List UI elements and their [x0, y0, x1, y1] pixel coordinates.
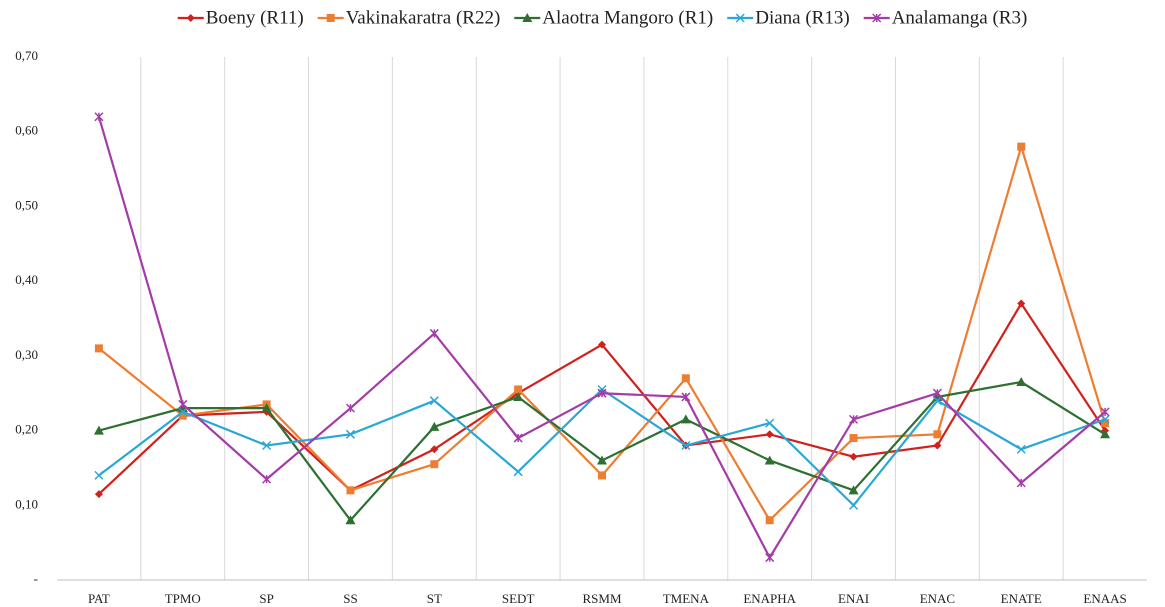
x-tick-label: TMENA	[663, 591, 710, 606]
legend-label: Boeny (R11)	[206, 7, 304, 28]
marker	[178, 411, 187, 420]
marker	[765, 418, 775, 428]
x-tick-label: ST	[427, 591, 442, 606]
marker	[932, 388, 942, 398]
marker	[933, 430, 942, 439]
marker	[1017, 142, 1026, 151]
marker	[597, 455, 607, 465]
marker	[1100, 407, 1110, 417]
marker	[933, 441, 942, 450]
marker	[513, 391, 524, 401]
marker	[1016, 377, 1027, 387]
marker	[848, 485, 859, 495]
marker	[849, 500, 859, 510]
y-tick-label: 0,30	[15, 347, 38, 362]
legend-label: Analamanga (R3)	[892, 7, 1028, 28]
marker	[429, 396, 439, 406]
y-tick-label: 0,20	[15, 422, 38, 437]
marker	[430, 445, 439, 454]
y-tick-label: 0,60	[15, 123, 38, 138]
marker	[94, 112, 104, 122]
marker	[345, 403, 355, 413]
x-tick-label: SS	[343, 591, 357, 606]
series-line	[97, 116, 1106, 560]
marker	[345, 515, 356, 525]
marker	[514, 385, 523, 394]
legend-item: Diana (R13)	[727, 7, 850, 28]
marker	[1101, 419, 1110, 428]
marker	[1016, 444, 1026, 454]
y-tick-label: 0,70	[15, 48, 38, 63]
marker	[849, 452, 858, 461]
x-tick-label: ENAC	[920, 591, 955, 606]
y-tick-label: 0,50	[15, 197, 38, 212]
marker	[681, 392, 691, 402]
marker	[178, 399, 188, 409]
marker	[932, 396, 942, 406]
marker	[1016, 478, 1026, 488]
marker	[735, 13, 745, 23]
marker	[93, 425, 104, 435]
legend-label: Diana (R13)	[755, 7, 849, 28]
marker	[345, 429, 355, 439]
marker	[513, 433, 523, 443]
marker	[94, 344, 103, 353]
marker	[1017, 299, 1026, 308]
marker	[94, 490, 103, 499]
marker	[681, 440, 691, 451]
marker	[429, 421, 440, 431]
legend-item: Boeny (R11)	[177, 7, 304, 28]
legend-item: Alaotra Mangoro (R1)	[514, 7, 713, 28]
x-tick-label: PAT	[88, 591, 110, 606]
marker	[598, 340, 606, 349]
marker	[186, 14, 195, 22]
marker	[178, 407, 188, 417]
x-tick-label: ENAPHA	[743, 591, 796, 606]
marker	[1100, 429, 1111, 439]
marker	[326, 14, 335, 22]
marker	[681, 374, 690, 383]
y-tick-label: 0,10	[15, 496, 38, 511]
series-line	[98, 380, 1106, 522]
x-tick-label: SP	[259, 591, 273, 606]
marker	[262, 474, 272, 484]
marker	[513, 467, 523, 477]
x-tick-label: TPMO	[165, 591, 201, 606]
x-tick-label: ENAAS	[1083, 591, 1126, 606]
marker	[680, 414, 691, 424]
x-tick-label: ENATE	[1001, 591, 1042, 606]
marker	[849, 434, 858, 443]
marker	[430, 460, 439, 469]
x-tick-label: ENAI	[838, 591, 869, 606]
marker	[849, 414, 859, 424]
marker	[598, 471, 606, 480]
marker	[522, 13, 533, 22]
marker	[346, 486, 355, 495]
legend-item: Vakinakaratra (R22)	[317, 7, 501, 28]
marker	[429, 328, 439, 338]
marker	[765, 553, 775, 563]
x-tick-label: RSMM	[582, 591, 621, 606]
marker	[1100, 414, 1110, 424]
y-tick-label: -	[34, 571, 38, 586]
marker	[262, 440, 272, 451]
marker	[765, 516, 774, 525]
marker	[765, 430, 774, 439]
marker	[597, 388, 607, 398]
x-tick-label: SEDT	[502, 591, 535, 606]
marker	[764, 455, 775, 465]
marker	[261, 403, 272, 413]
marker	[872, 13, 882, 23]
y-tick-label: 0,40	[15, 272, 38, 287]
legend-label: Alaotra Mangoro (R1)	[542, 7, 713, 28]
legend: Boeny (R11) Vakinakaratra (R22) Alaotra Ma…	[177, 7, 1028, 28]
legend-item: Analamanga (R3)	[863, 7, 1028, 28]
legend-label: Vakinakaratra (R22)	[346, 7, 501, 28]
marker	[94, 470, 104, 480]
